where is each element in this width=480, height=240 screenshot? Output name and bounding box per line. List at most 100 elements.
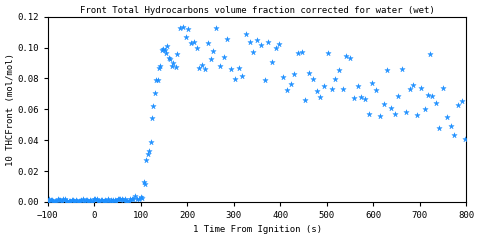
Point <box>227 67 235 71</box>
Point <box>173 53 181 56</box>
Point <box>365 112 372 116</box>
Point <box>179 25 187 29</box>
Point <box>150 104 157 108</box>
Point <box>253 38 261 42</box>
Point <box>97 198 105 202</box>
Point <box>224 37 231 41</box>
Point <box>376 114 384 118</box>
Point <box>380 102 387 106</box>
Point <box>155 66 163 70</box>
Point <box>335 68 343 72</box>
Point <box>279 75 287 79</box>
Point <box>71 199 78 203</box>
Point <box>369 81 376 85</box>
Point <box>239 74 246 78</box>
Point <box>164 44 171 48</box>
Point <box>73 199 81 203</box>
Point <box>111 198 119 202</box>
Point <box>120 198 127 202</box>
Point <box>62 199 70 203</box>
Point <box>57 198 64 202</box>
Point <box>109 198 117 202</box>
Point <box>137 195 144 198</box>
Point <box>76 199 84 203</box>
Point <box>61 197 69 201</box>
Point <box>290 72 298 76</box>
Point <box>268 60 276 64</box>
Point <box>391 112 398 116</box>
Point <box>92 197 99 201</box>
Point <box>432 101 440 105</box>
Point <box>384 68 391 72</box>
Point <box>162 51 170 55</box>
Point <box>107 198 114 202</box>
X-axis label: 1 Time From Ignition (s): 1 Time From Ignition (s) <box>192 225 322 234</box>
Point <box>176 26 184 30</box>
Point <box>320 84 328 88</box>
Point <box>161 48 168 52</box>
Point <box>83 198 91 202</box>
Point <box>87 199 95 203</box>
Point <box>387 106 395 110</box>
Point <box>158 48 166 52</box>
Point <box>130 197 137 201</box>
Point <box>90 197 98 201</box>
Point <box>462 137 469 141</box>
Point <box>361 97 369 101</box>
Point <box>287 82 294 86</box>
Point <box>257 43 264 47</box>
Point <box>86 198 94 202</box>
Point <box>172 65 180 68</box>
Point <box>420 107 428 111</box>
Point <box>126 197 133 201</box>
Point <box>49 199 57 203</box>
Point <box>94 199 102 203</box>
Point <box>168 64 175 67</box>
Point <box>147 140 155 144</box>
Point <box>346 56 354 60</box>
Title: Front Total Hydrocarbons volume fraction corrected for water (wet): Front Total Hydrocarbons volume fraction… <box>80 6 434 15</box>
Point <box>46 197 53 201</box>
Point <box>210 49 217 53</box>
Point <box>167 58 174 61</box>
Point <box>426 52 434 56</box>
Point <box>324 52 332 55</box>
Point <box>148 116 156 120</box>
Point <box>44 198 52 202</box>
Point <box>123 199 131 203</box>
Point <box>165 56 173 60</box>
Point <box>118 197 126 201</box>
Point <box>54 197 61 201</box>
Point <box>60 197 67 201</box>
Point <box>328 87 336 91</box>
Point <box>154 78 161 82</box>
Point <box>398 67 406 71</box>
Point <box>98 198 106 202</box>
Point <box>220 55 228 59</box>
Point <box>122 199 130 203</box>
Point <box>140 180 147 184</box>
Point <box>48 198 56 202</box>
Point <box>104 197 112 201</box>
Point <box>89 199 96 203</box>
Point <box>169 61 177 65</box>
Point <box>181 35 189 39</box>
Point <box>187 41 195 44</box>
Point <box>198 63 206 67</box>
Point <box>372 88 380 92</box>
Point <box>103 199 110 203</box>
Y-axis label: 10 THCFront (mol/mol): 10 THCFront (mol/mol) <box>6 53 14 166</box>
Point <box>75 199 83 203</box>
Point <box>207 57 215 60</box>
Point <box>193 46 201 50</box>
Point <box>106 199 113 203</box>
Point <box>201 68 209 72</box>
Point <box>133 197 141 201</box>
Point <box>235 66 242 70</box>
Point <box>184 27 192 30</box>
Point <box>190 40 198 44</box>
Point <box>231 77 239 81</box>
Point <box>331 77 339 81</box>
Point <box>144 153 152 156</box>
Point <box>80 199 88 203</box>
